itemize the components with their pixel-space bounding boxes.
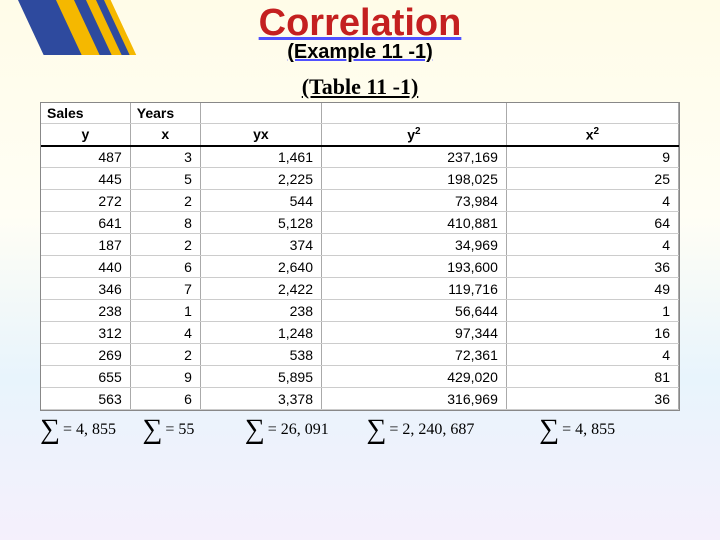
table-cell: 440 — [41, 256, 130, 278]
col-header-empty — [322, 103, 507, 124]
data-table-wrapper: Sales Years y x yx y2 x2 48731,461237,16… — [40, 102, 680, 411]
table-cell: 193,600 — [322, 256, 507, 278]
table-cell: 563 — [41, 388, 130, 410]
corner-decoration — [0, 0, 150, 55]
table-cell: 316,969 — [322, 388, 507, 410]
table-cell: 6 — [130, 388, 200, 410]
table-cell: 2,422 — [200, 278, 321, 300]
table-row: 272254473,9844 — [41, 190, 679, 212]
sum-x: ∑= 55 — [142, 419, 244, 441]
table-cell: 2 — [130, 190, 200, 212]
table-cell: 272 — [41, 190, 130, 212]
table-cell: 1 — [506, 300, 678, 322]
table-cell: 5,895 — [200, 366, 321, 388]
table-cell: 64 — [506, 212, 678, 234]
table-cell: 1,248 — [200, 322, 321, 344]
table-row: 44552,225198,02525 — [41, 168, 679, 190]
table-cell: 6 — [130, 256, 200, 278]
table-cell: 544 — [200, 190, 321, 212]
table-row: 44062,640193,60036 — [41, 256, 679, 278]
table-cell: 312 — [41, 322, 130, 344]
table-row: 238123856,6441 — [41, 300, 679, 322]
table-header-row-2: y x yx y2 x2 — [41, 124, 679, 146]
table-cell: 81 — [506, 366, 678, 388]
table-cell: 641 — [41, 212, 130, 234]
table-row: 31241,24897,34416 — [41, 322, 679, 344]
table-cell: 16 — [506, 322, 678, 344]
table-cell: 1 — [130, 300, 200, 322]
table-row: 187237434,9694 — [41, 234, 679, 256]
table-cell: 187 — [41, 234, 130, 256]
table-header-row-1: Sales Years — [41, 103, 679, 124]
table-cell: 374 — [200, 234, 321, 256]
sum-yx: ∑= 26, 091 — [245, 419, 367, 441]
table-cell: 36 — [506, 256, 678, 278]
table-cell: 4 — [506, 344, 678, 366]
table-cell: 25 — [506, 168, 678, 190]
table-cell: 1,461 — [200, 146, 321, 168]
table-cell: 2 — [130, 344, 200, 366]
table-row: 65595,895429,02081 — [41, 366, 679, 388]
table-cell: 238 — [200, 300, 321, 322]
table-cell: 2,640 — [200, 256, 321, 278]
col-var-x: x — [130, 124, 200, 146]
table-cell: 4 — [130, 322, 200, 344]
table-label: (Table 11 -1) — [0, 74, 720, 100]
table-cell: 237,169 — [322, 146, 507, 168]
col-var-yx: yx — [200, 124, 321, 146]
col-header-empty — [506, 103, 678, 124]
col-header-sales: Sales — [41, 103, 130, 124]
table-cell: 2,225 — [200, 168, 321, 190]
table-cell: 7 — [130, 278, 200, 300]
table-cell: 97,344 — [322, 322, 507, 344]
table-cell: 119,716 — [322, 278, 507, 300]
table-row: 64185,128410,88164 — [41, 212, 679, 234]
table-cell: 4 — [506, 234, 678, 256]
table-cell: 269 — [41, 344, 130, 366]
table-cell: 538 — [200, 344, 321, 366]
table-cell: 2 — [130, 234, 200, 256]
table-cell: 429,020 — [322, 366, 507, 388]
col-var-x2: x2 — [506, 124, 678, 146]
col-header-years: Years — [130, 103, 200, 124]
table-cell: 445 — [41, 168, 130, 190]
table-cell: 655 — [41, 366, 130, 388]
table-cell: 34,969 — [322, 234, 507, 256]
table-cell: 3 — [130, 146, 200, 168]
table-cell: 9 — [506, 146, 678, 168]
table-cell: 49 — [506, 278, 678, 300]
table-row: 48731,461237,1699 — [41, 146, 679, 168]
sum-y2: ∑= 2, 240, 687 — [366, 419, 539, 441]
col-var-y: y — [41, 124, 130, 146]
sum-x2: ∑= 4, 855 — [539, 419, 680, 441]
col-header-empty — [200, 103, 321, 124]
table-cell: 73,984 — [322, 190, 507, 212]
table-cell: 56,644 — [322, 300, 507, 322]
table-row: 269253872,3614 — [41, 344, 679, 366]
table-cell: 5 — [130, 168, 200, 190]
table-cell: 36 — [506, 388, 678, 410]
table-cell: 198,025 — [322, 168, 507, 190]
table-cell: 487 — [41, 146, 130, 168]
table-cell: 5,128 — [200, 212, 321, 234]
sum-y: ∑= 4, 855 — [40, 419, 142, 441]
table-cell: 410,881 — [322, 212, 507, 234]
table-cell: 9 — [130, 366, 200, 388]
col-var-y2: y2 — [322, 124, 507, 146]
table-cell: 3,378 — [200, 388, 321, 410]
table-row: 56363,378316,96936 — [41, 388, 679, 410]
table-cell: 346 — [41, 278, 130, 300]
table-cell: 72,361 — [322, 344, 507, 366]
table-row: 34672,422119,71649 — [41, 278, 679, 300]
table-cell: 238 — [41, 300, 130, 322]
table-cell: 4 — [506, 190, 678, 212]
table-cell: 8 — [130, 212, 200, 234]
summation-row: ∑= 4, 855 ∑= 55 ∑= 26, 091 ∑= 2, 240, 68… — [40, 419, 680, 441]
data-table: Sales Years y x yx y2 x2 48731,461237,16… — [41, 103, 679, 410]
